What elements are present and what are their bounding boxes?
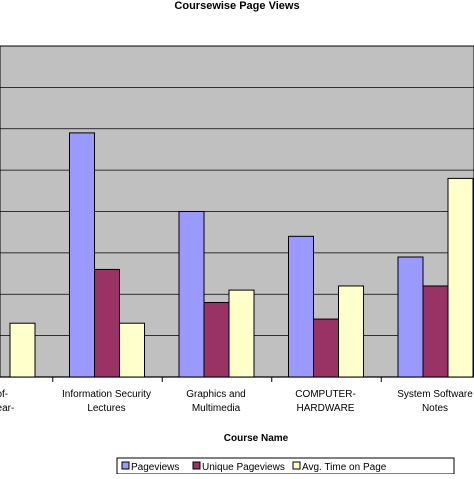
legend-swatch bbox=[192, 461, 201, 470]
x-tick-label: COMPUTER-HARDWARE bbox=[295, 389, 356, 414]
bar-pageviews bbox=[288, 235, 314, 378]
bar-unique-pageviews bbox=[313, 318, 339, 378]
x-tick-label: ls-of-st-Year- bbox=[0, 389, 14, 414]
bar-pageviews bbox=[69, 132, 95, 378]
bar-pageviews bbox=[397, 256, 424, 378]
chart-title: Coursewise Page Views bbox=[174, 0, 299, 12]
bars bbox=[9, 132, 474, 382]
legend-swatch bbox=[121, 461, 130, 470]
x-tick-label: Information Security Lectures bbox=[62, 389, 151, 414]
bar-avg-time-on-page bbox=[228, 289, 255, 378]
bar-avg-time-on-page bbox=[9, 322, 36, 378]
x-tick-label: System Software Notes bbox=[397, 389, 473, 414]
bar-avg-time-on-page bbox=[119, 322, 145, 378]
bar-unique-pageviews bbox=[422, 285, 449, 378]
legend-label: Unique Pageviews bbox=[202, 462, 285, 473]
legend-swatch bbox=[292, 461, 301, 470]
legend: Pageviews Unique Pageviews Avg. Time on Pa… bbox=[116, 457, 455, 475]
bar-avg-time-on-page bbox=[447, 177, 474, 378]
bar-unique-pageviews bbox=[203, 302, 230, 378]
bar-avg-time-on-page bbox=[338, 285, 364, 378]
legend-label: Avg. Time on Page bbox=[302, 462, 387, 473]
bar-pageviews bbox=[178, 211, 205, 378]
x-tick-label: Graphics and Multimedia bbox=[186, 389, 245, 414]
bar-unique-pageviews bbox=[94, 268, 120, 378]
legend-label: Pageviews bbox=[131, 462, 179, 473]
x-axis-label: Course Name bbox=[224, 433, 289, 444]
x-tick-labels: ls-of-st-Year- Information SecurityLectur… bbox=[0, 389, 473, 414]
